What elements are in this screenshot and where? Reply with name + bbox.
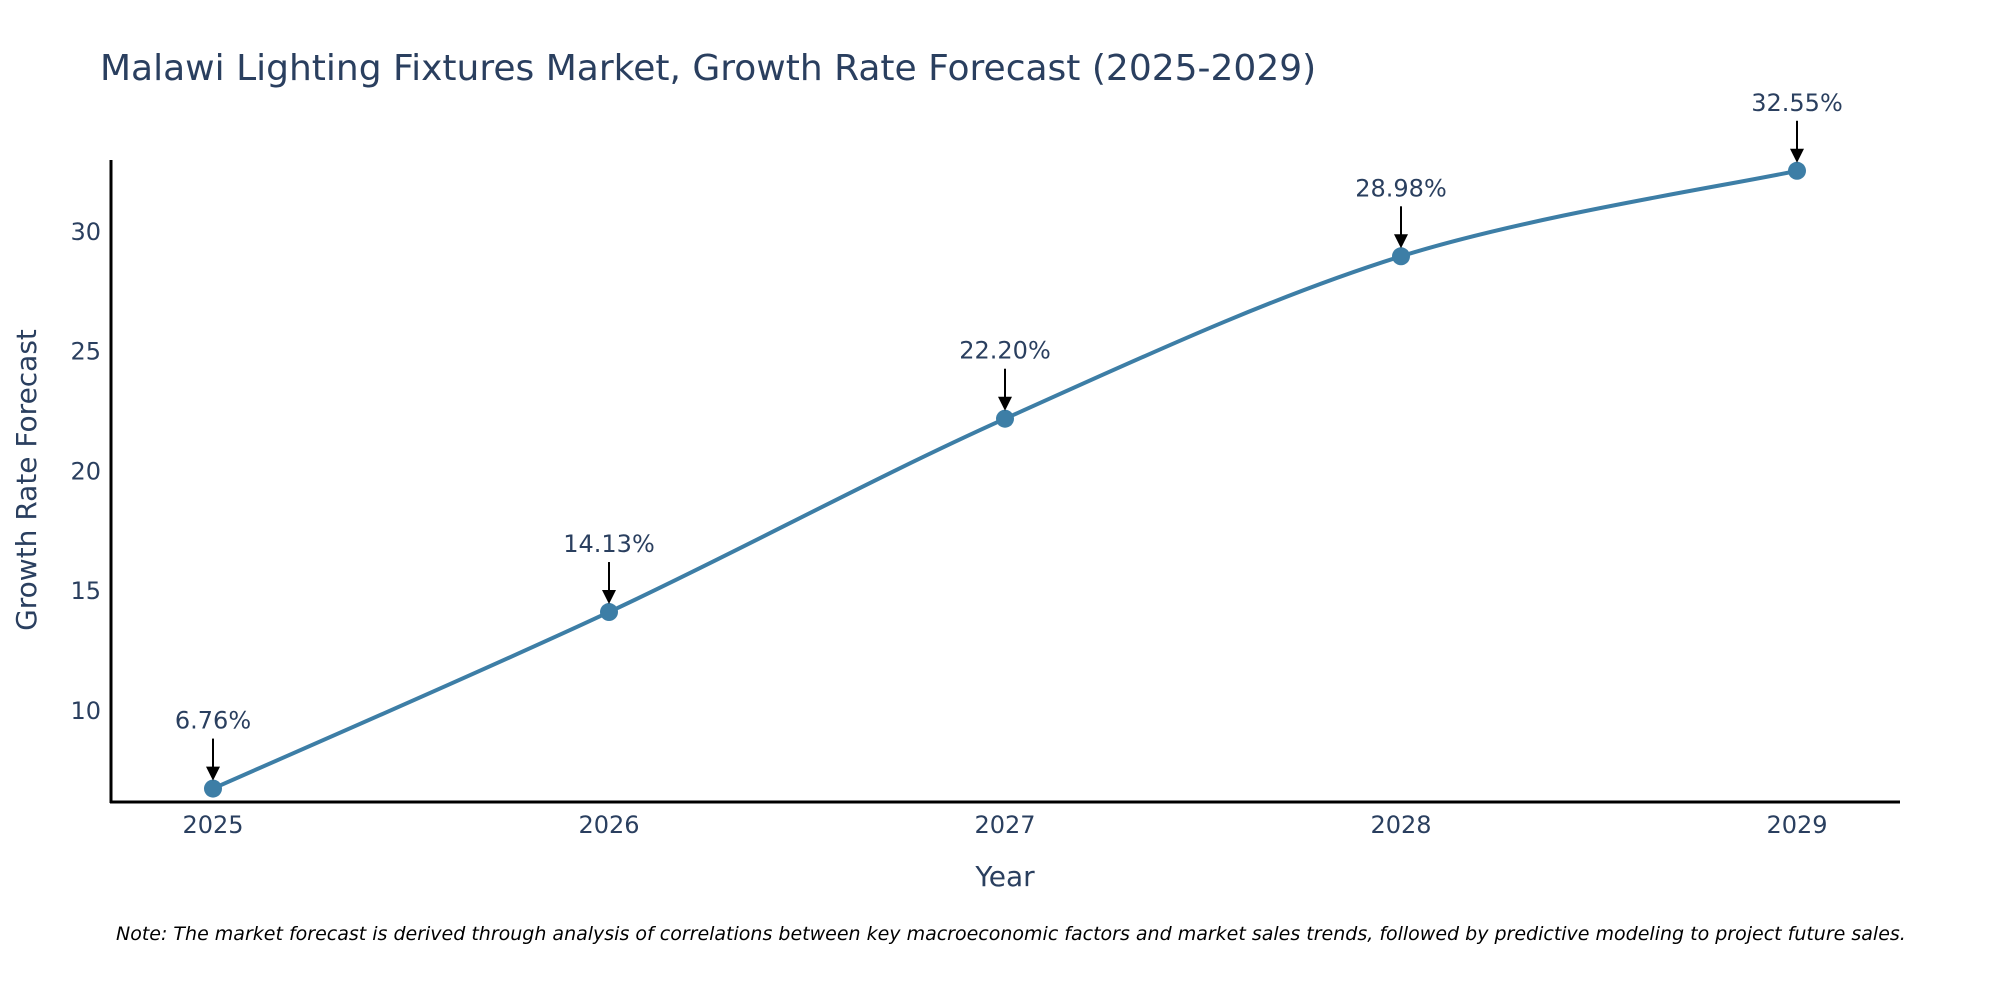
annotation-arrowhead [1394, 234, 1408, 249]
data-point [1392, 247, 1410, 266]
y-tick-label: 30 [70, 218, 101, 246]
data-label: 6.76% [175, 707, 251, 735]
data-label: 32.55% [1751, 89, 1843, 117]
axes [109, 160, 1900, 804]
data-point [1788, 161, 1806, 180]
data-series [204, 161, 1806, 798]
data-label: 14.13% [563, 530, 655, 558]
y-tick-label: 10 [70, 697, 101, 725]
x-tick-label: 2027 [974, 811, 1035, 839]
annotation-arrowhead [998, 396, 1012, 411]
x-tick-label: 2028 [1370, 811, 1431, 839]
annotation-arrowhead [602, 590, 616, 605]
data-point [600, 603, 618, 622]
data-point [204, 779, 222, 798]
footnote: Note: The market forecast is derived thr… [116, 923, 1906, 945]
x-tick-label: 2025 [182, 811, 243, 839]
series-line [211, 168, 1799, 791]
chart-title: Malawi Lighting Fixtures Market, Growth … [100, 48, 1316, 89]
data-label: 22.20% [959, 337, 1051, 365]
x-tick-label: 2026 [578, 811, 639, 839]
y-tick-label: 20 [70, 457, 101, 485]
y-axis-title: Growth Rate Forecast [10, 329, 43, 631]
y-tick-label: 15 [70, 577, 101, 605]
y-tick-label: 25 [70, 338, 101, 366]
data-labels: 6.76% 14.13% 22.20% 28.98% 32.55% [175, 89, 1843, 781]
annotation-arrowhead [1790, 148, 1804, 163]
x-axis-title: Year [974, 860, 1035, 893]
data-point [996, 409, 1014, 428]
x-tick-label: 2029 [1766, 811, 1827, 839]
annotation-arrowhead [206, 766, 220, 781]
data-label: 28.98% [1355, 174, 1447, 202]
